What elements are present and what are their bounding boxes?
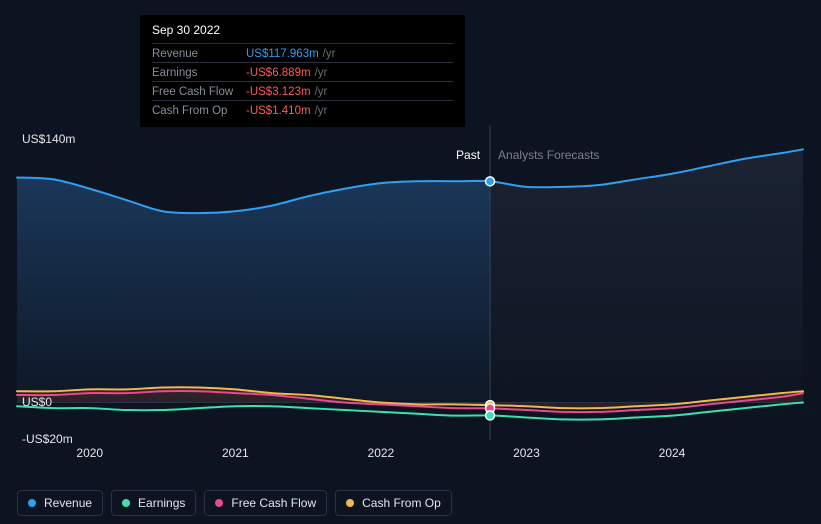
tooltip-suffix: /yr [315, 67, 328, 79]
legend-dot-icon [122, 499, 130, 507]
tooltip-metric-value: -US$3.123m [246, 86, 311, 98]
y-axis-tick: -US$20m [22, 432, 73, 446]
legend-label: Cash From Op [362, 496, 441, 510]
legend-dot-icon [346, 499, 354, 507]
legend-dot-icon [215, 499, 223, 507]
tooltip-row: Earnings-US$6.889m/yr [152, 62, 453, 81]
y-axis-tick: US$140m [22, 132, 75, 146]
data-tooltip: Sep 30 2022 RevenueUS$117.963m/yrEarning… [140, 15, 465, 127]
legend-dot-icon [28, 499, 36, 507]
tooltip-suffix: /yr [323, 48, 336, 60]
x-axis-tick: 2024 [659, 446, 686, 460]
x-axis-tick: 2020 [76, 446, 103, 460]
tooltip-metric-value: -US$1.410m [246, 105, 311, 117]
legend-item-earnings[interactable]: Earnings [111, 490, 196, 516]
legend-item-free_cash_flow[interactable]: Free Cash Flow [204, 490, 327, 516]
tooltip-metric-label: Revenue [152, 48, 246, 60]
x-axis-tick: 2023 [513, 446, 540, 460]
tooltip-metric-value: US$117.963m [246, 48, 319, 60]
past-region-label: Past [456, 148, 480, 162]
tooltip-metric-value: -US$6.889m [246, 67, 311, 79]
legend-label: Revenue [44, 496, 92, 510]
tooltip-row: Cash From Op-US$1.410m/yr [152, 100, 453, 119]
tooltip-row: Free Cash Flow-US$3.123m/yr [152, 81, 453, 100]
tooltip-row: RevenueUS$117.963m/yr [152, 43, 453, 62]
tooltip-suffix: /yr [315, 105, 328, 117]
tooltip-suffix: /yr [315, 86, 328, 98]
legend-label: Earnings [138, 496, 185, 510]
tooltip-metric-label: Earnings [152, 67, 246, 79]
chart-legend: Revenue Earnings Free Cash Flow Cash From O… [17, 490, 452, 516]
financial-chart: US$140mUS$0-US$20m 20202021202220232024 … [0, 0, 821, 524]
tooltip-date: Sep 30 2022 [152, 23, 453, 43]
tooltip-metric-label: Free Cash Flow [152, 86, 246, 98]
legend-item-cash_from_op[interactable]: Cash From Op [335, 490, 452, 516]
forecast-region-label: Analysts Forecasts [498, 148, 599, 162]
y-axis-tick: US$0 [22, 395, 52, 409]
tooltip-metric-label: Cash From Op [152, 105, 246, 117]
x-axis-tick: 2022 [368, 446, 395, 460]
legend-item-revenue[interactable]: Revenue [17, 490, 103, 516]
legend-label: Free Cash Flow [231, 496, 316, 510]
x-axis-tick: 2021 [222, 446, 249, 460]
